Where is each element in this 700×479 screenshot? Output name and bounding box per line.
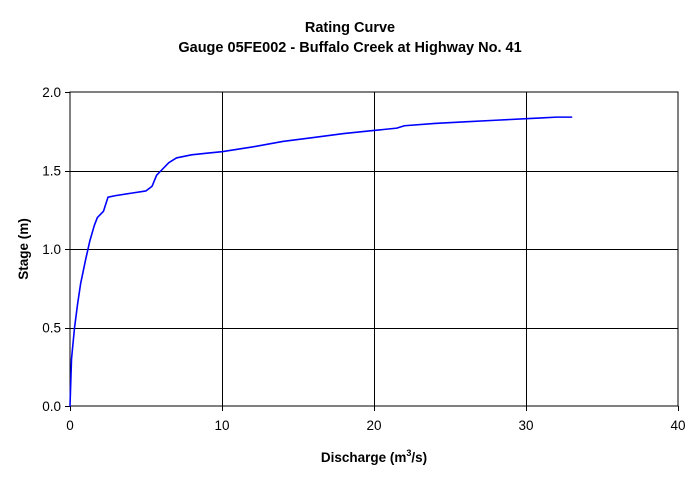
y-tick-labels: 0.0 0.5 1.0 1.5 2.0 <box>42 85 61 414</box>
x-tick-label: 0 <box>66 418 74 433</box>
x-tick-label: 10 <box>214 418 229 433</box>
rating-curve-line <box>69 116 573 407</box>
chart-title: Rating Curve <box>305 20 395 36</box>
series-layer <box>69 116 573 407</box>
y-tick-label: 1.5 <box>42 164 61 179</box>
y-tick-label: 0.0 <box>42 399 61 414</box>
plot-frame <box>69 91 679 407</box>
y-tick-label: 1.0 <box>42 242 61 257</box>
gridlines <box>70 92 678 406</box>
y-tick-label: 0.5 <box>42 321 61 336</box>
x-axis-title-superscript: 3 <box>406 448 411 458</box>
x-axis-title-prefix: Discharge (m <box>321 450 407 465</box>
x-tick-label: 40 <box>670 418 685 433</box>
x-tick-label: 30 <box>518 418 533 433</box>
y-tick-label: 2.0 <box>42 85 61 100</box>
tick-marks <box>65 92 679 411</box>
y-axis-title: Stage (m) <box>16 218 31 280</box>
x-axis-title: Discharge (m3/s) <box>321 448 427 465</box>
chart-subtitle: Gauge 05FE002 - Buffalo Creek at Highway… <box>178 40 521 56</box>
x-tick-label: 20 <box>366 418 381 433</box>
x-axis-title-suffix: /s) <box>411 450 427 465</box>
x-tick-labels: 0 10 20 30 40 <box>66 418 685 433</box>
